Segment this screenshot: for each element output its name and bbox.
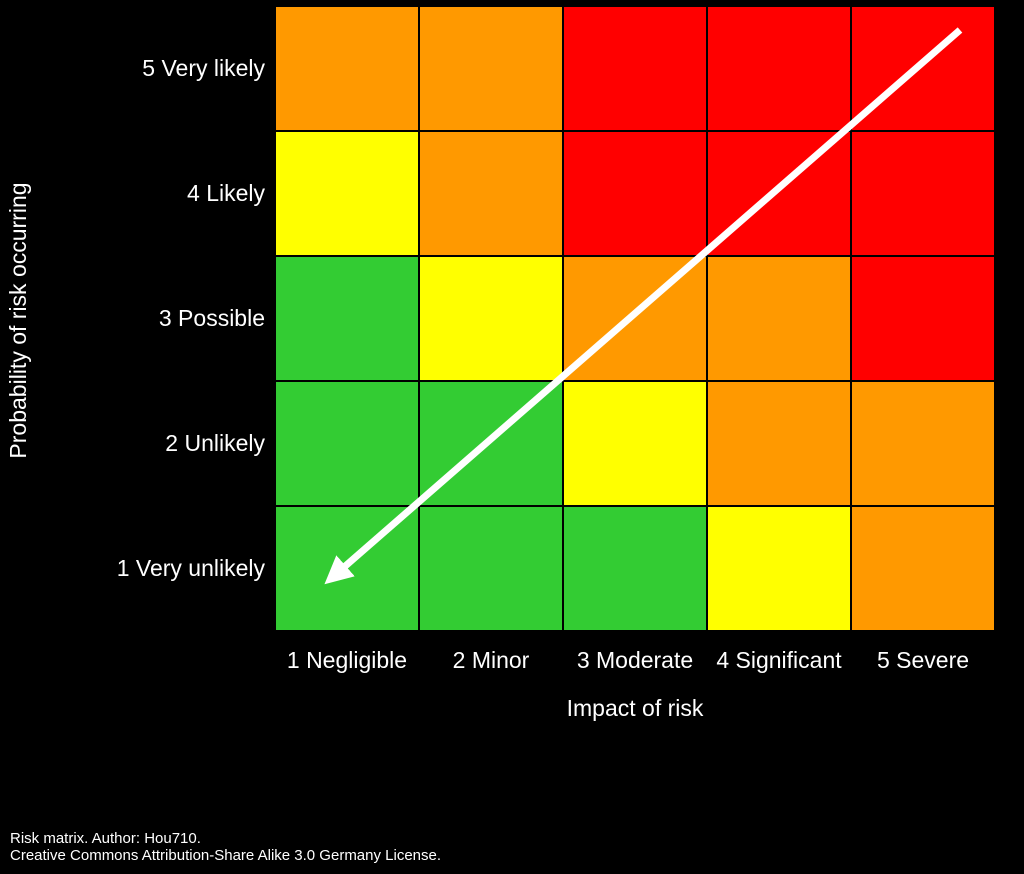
risk-cell xyxy=(707,506,851,631)
risk-matrix-chart: Probability of risk occurring 5 Very lik… xyxy=(0,0,1024,874)
risk-cell xyxy=(563,256,707,381)
attribution-notes: Risk matrix. Author: Hou710.Creative Com… xyxy=(10,830,441,864)
risk-cell xyxy=(275,256,419,381)
risk-cell xyxy=(851,381,995,506)
risk-cell xyxy=(419,256,563,381)
y-tick-label: 5 Very likely xyxy=(142,55,265,82)
risk-cell xyxy=(419,6,563,131)
risk-cell xyxy=(851,6,995,131)
y-tick-label: 4 Likely xyxy=(187,180,265,207)
risk-cell xyxy=(851,131,995,256)
risk-cell xyxy=(563,506,707,631)
risk-cell xyxy=(275,131,419,256)
attribution-line: Creative Commons Attribution-Share Alike… xyxy=(10,847,441,864)
risk-cell xyxy=(851,506,995,631)
risk-cell xyxy=(563,131,707,256)
x-axis-label: Impact of risk xyxy=(275,695,995,722)
y-tick-label: 3 Possible xyxy=(159,305,265,332)
risk-cell xyxy=(419,381,563,506)
risk-cell xyxy=(419,131,563,256)
risk-cell xyxy=(275,506,419,631)
risk-cell xyxy=(707,256,851,381)
risk-cell xyxy=(275,381,419,506)
risk-cell xyxy=(707,381,851,506)
y-axis-label: Probability of risk occurring xyxy=(5,8,32,633)
risk-matrix-grid xyxy=(275,6,995,631)
risk-cell xyxy=(275,6,419,131)
risk-cell xyxy=(563,6,707,131)
risk-cell xyxy=(851,256,995,381)
attribution-line: Risk matrix. Author: Hou710. xyxy=(10,830,441,847)
y-tick-label: 2 Unlikely xyxy=(165,430,265,457)
risk-cell xyxy=(419,506,563,631)
risk-cell xyxy=(563,381,707,506)
x-tick-label: 5 Severe xyxy=(833,647,1013,674)
y-tick-label: 1 Very unlikely xyxy=(117,555,265,582)
risk-cell xyxy=(707,131,851,256)
risk-cell xyxy=(707,6,851,131)
